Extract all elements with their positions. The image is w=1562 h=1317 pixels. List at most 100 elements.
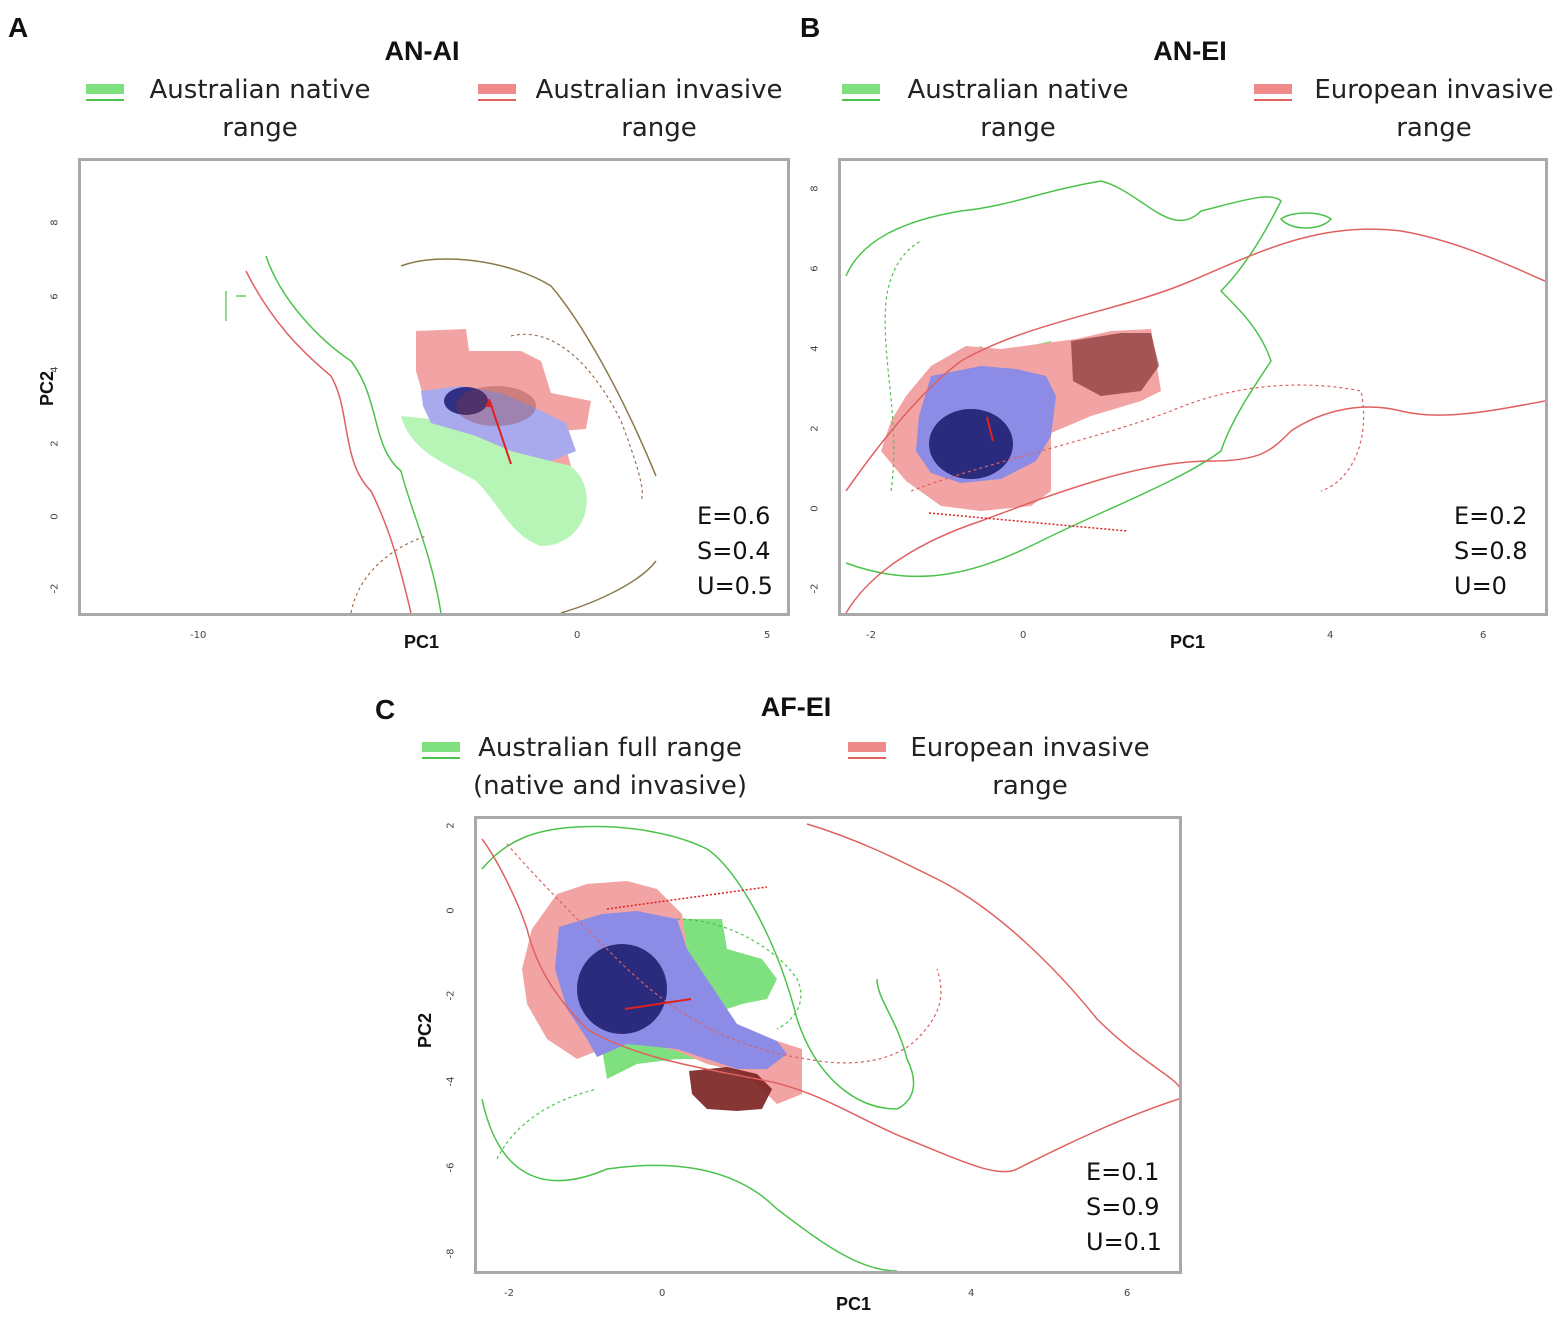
niche-plot-c [481,823,1179,1271]
dotted-shift-arrow-b [928,512,1128,532]
plot-area-c [474,816,1182,1274]
overlap-peak-b [929,409,1013,479]
invasive-dotted-contour-b [910,384,1365,492]
centroid-shift-arrow-c [624,998,692,1010]
ytick-a-0: 0 [49,513,61,520]
legend-label-line2: range [992,771,1068,801]
ytick-a-neg2: -2 [49,583,61,594]
centroid-shift-arrow-b [986,416,994,442]
niche-plot-a [225,255,657,613]
stat-u-c: U=0.1 [1086,1228,1162,1256]
shared-dotted-contour-a [510,333,643,502]
legend-native-swatch-b [842,84,880,94]
xtick-c-neg2: -2 [504,1288,514,1299]
invasive-peak-a [456,386,536,426]
legend-label-line1: European invasive [910,733,1150,763]
panel-a-title: AN-AI [384,36,460,66]
ytick-b-neg2: -2 [809,583,821,594]
invasive-contour-b2 [845,228,1545,492]
ytick-c-neg2: -2 [445,990,457,1001]
legend-label-line1: Australian full range [478,733,742,763]
stat-u-a: U=0.5 [697,572,773,600]
panel-b-letter: B [800,12,821,43]
legend-native-line-b [842,99,880,101]
panel-b-title: AN-EI [1153,36,1227,66]
legend-label-line2: (native and invasive) [472,771,748,801]
legend-invasive-swatch-b [1254,84,1292,94]
niche-plot-b [845,180,1545,613]
stats-b: E=0.2 S=0.8 U=0 [1454,499,1528,604]
legend-invasive-line-c [848,757,886,759]
legend-invasive-line-b [1254,99,1292,101]
xtick-b-4: 4 [1327,630,1334,641]
legend-invasive-line-a [478,99,516,101]
ytick-c-neg8: -8 [445,1248,457,1259]
invasive-peak-b [1071,333,1159,396]
overlap-peak-c [577,944,667,1034]
panel-c-title: AF-EI [760,692,832,722]
lower-dotted-contour-a [350,535,427,613]
xtick-b-neg2: -2 [866,630,876,641]
legend-label-line2: range [222,113,298,143]
dotted-shift-arrow-c [606,886,768,910]
lower-right-contour-a [560,560,657,613]
legend-native-line-c [422,757,460,759]
legend-label-b-native: Australian native range [888,71,1148,147]
ytick-a-6: 6 [49,293,61,300]
xtick-c-4: 4 [968,1288,975,1299]
ytick-c-neg6: -6 [445,1162,457,1173]
legend-native-swatch-c [422,742,460,752]
plot-area-b [838,158,1548,616]
stat-u-b: U=0 [1454,572,1507,600]
legend-label-c-invasive: European invasive range [900,729,1160,805]
legend-native-swatch-a [86,84,124,94]
xtick-c-0: 0 [659,1288,666,1299]
legend-native-line-a [86,99,124,101]
stat-s-b: S=0.8 [1454,537,1528,565]
invasive-contour-c1 [481,838,1179,1173]
ytick-a-2: 2 [49,440,61,447]
arrow-head-a [485,399,493,407]
xtick-b-0: 0 [1020,630,1027,641]
xtick-a-neg10: -10 [190,630,207,641]
legend-label-line2: range [980,113,1056,143]
legend-label-a-native: Australian native range [130,71,390,147]
native-dotted-contour-c2 [676,918,802,1030]
ytick-c-neg4: -4 [445,1076,457,1087]
plot-area-a [78,158,790,616]
invasive-dotted-contour-c [506,843,942,1064]
stat-e-b: E=0.2 [1454,502,1528,530]
legend-invasive-swatch-c [848,742,886,752]
xtick-b-6: 6 [1480,630,1487,641]
ytick-c-2: 2 [445,822,457,829]
legend-invasive-swatch-a [478,84,516,94]
ytick-b-8: 8 [809,185,821,192]
x-axis-title-b: PC1 [1170,632,1206,652]
native-density-a [401,416,587,546]
legend-label-a-invasive: Australian invasive range [528,71,790,147]
legend-label-c-native: Australian full range (native and invasi… [468,729,752,805]
native-contour-c2 [481,1098,898,1271]
native-contour-a2 [225,291,246,321]
ytick-a-8: 8 [49,219,61,226]
xtick-a-5: 5 [764,630,771,641]
overlap-peak-a [444,387,488,415]
legend-label-line1: Australian native [907,75,1129,105]
legend-label-line2: range [1396,113,1472,143]
legend-label-line1: European invasive [1314,75,1554,105]
ytick-b-0: 0 [809,505,821,512]
centroid-shift-arrow-a [488,398,512,465]
legend-label-line1: Australian native [149,75,371,105]
panel-a-letter: A [8,12,29,43]
invasive-contour-b1 [845,400,1545,613]
stat-e-c: E=0.1 [1086,1158,1160,1186]
stat-s-c: S=0.9 [1086,1193,1160,1221]
native-contour-b [845,180,1282,578]
legend-label-line2: range [621,113,697,143]
legend-label-line1: Australian invasive [535,75,783,105]
ytick-b-6: 6 [809,265,821,272]
y-axis-title-c: PC2 [415,1012,436,1049]
ytick-b-4: 4 [809,345,821,352]
native-dotted-contour-c [496,1088,598,1160]
xtick-a-0: 0 [574,630,581,641]
